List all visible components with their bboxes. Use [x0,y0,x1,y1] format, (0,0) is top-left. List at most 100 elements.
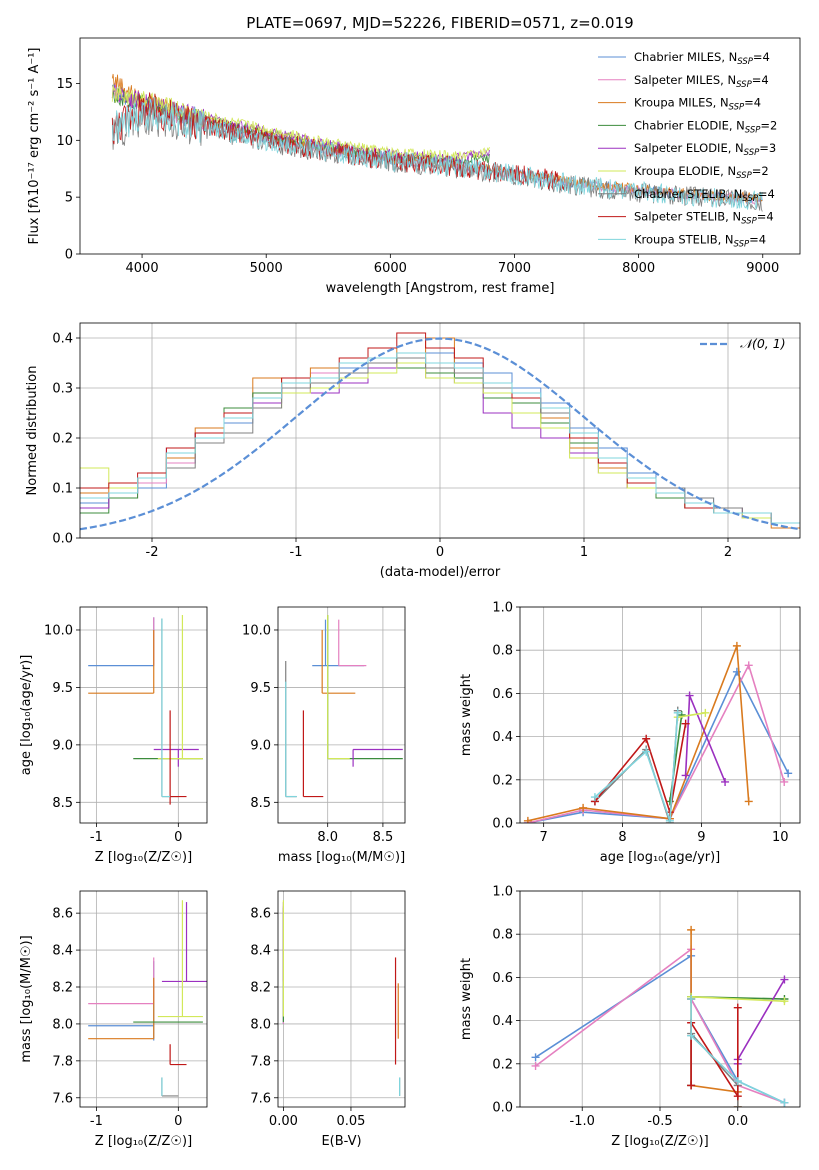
age_vs_mass-frame [277,606,406,824]
weight_vs_Z-xtick-label: -0.5 [647,1114,672,1129]
weight-point-kroupa_stelib [687,995,696,1003]
residuals-xlabel: (data-model)/error [380,565,501,580]
spectrum-ytick-label: 15 [56,77,73,92]
normal-curve [80,337,800,531]
mass_vs_Z-ytick-label: 7.8 [52,1054,73,1069]
histogram-kroupa_stelib [80,352,800,524]
weight-point-salpeter_miles [780,777,789,786]
spectrum-ytick-label: 10 [56,134,73,149]
legend-label-kroupa_elodie: Kroupa ELODIE, NSSP=2 [634,164,769,181]
spectrum-lines [111,73,763,212]
mass_vs_ebv-xtick-label: 0.05 [336,1114,365,1129]
residuals-ytick-label: 0.3 [52,382,73,397]
age_vs_mass-ytick-label: 9.0 [250,738,271,753]
spectrum-series-kroupa_stelib [111,97,763,210]
mass_vs_Z-ylabel: mass [log₁₀(M/M☉)] [19,935,34,1062]
age_vs_Z-ytick-label: 9.5 [52,681,73,696]
weight-point-kroupa_stelib [733,1077,742,1086]
weight_vs_age-xtick-label: 10 [772,830,789,845]
spectrum-series-salpeter_stelib [111,92,565,191]
errorbar-salpeter_elodie [352,748,403,767]
weight_vs_age-xtick-label: 7 [540,830,548,845]
spectrum-xtick-label: 7000 [498,261,531,276]
weight-point-chabrier_stelib [733,1103,742,1107]
legend-label-chabrier_stelib: Chabrier STELIB, NSSP=4 [634,187,775,204]
mass_vs_ebv-errorbars [282,900,401,1096]
age_vs_mass-axes: 8.0 8.5 8.5 9.0 9.5 10.0 mass [log₁₀(M/M☉)] [242,607,405,865]
weight_vs_age-xlabel: age [log₁₀(age/yr)] [600,850,721,865]
spectrum-ytick-label: 0 [65,248,73,263]
mass_vs_ebv-frame [277,890,406,1108]
weight-line-salpeter_stelib [594,723,687,813]
spectrum-series-kroupa_elodie [111,84,490,161]
weight_vs_age-ytick-label: 0.4 [492,730,513,745]
mass_vs_Z-axes: -1 0 7.6 7.8 8.0 8.2 8.4 8.6 Z [log₁₀(Z/Z☉)] mass… [19,891,207,1149]
weight-point-chabrier_miles [531,1053,540,1062]
errorbar-chabrier_miles [88,617,155,667]
mass_vs_Z-xtick-label: -1 [90,1114,103,1129]
weight_vs_Z-xlabel: Z [log₁₀(Z/Z☉)] [611,1134,708,1149]
residual-histograms [80,332,800,531]
weight-line-salpeter_elodie [737,979,786,1064]
mass_vs_ebv-ytick-label: 8.4 [250,944,271,959]
age_vs_Z-errorbars [88,615,203,805]
age_vs_Z-xlabel: Z [log₁₀(Z/Z☉)] [95,850,192,865]
weight-point-kroupa_stelib [665,816,674,823]
mass_vs_Z-ytick-label: 8.0 [52,1017,73,1032]
weight-point-salpeter_elodie [780,975,789,984]
weight_vs_Z-ylabel: mass weight [459,958,474,1040]
age_vs_mass-ytick-label: 9.5 [250,681,271,696]
spectrum-xtick-label: 9000 [746,261,779,276]
mass_vs_Z-ytick-label: 7.6 [52,1091,73,1106]
weight_vs_age-xtick-label: 8 [618,830,626,845]
residuals-xtick-label: 1 [580,545,588,560]
age_vs_Z-frame [79,606,208,824]
weight-line-kroupa_stelib [594,712,679,822]
age_vs_mass-ytick-label: 8.5 [250,796,271,811]
spectrum-frame [79,37,801,255]
residuals-ylabel: Normed distribution [25,366,40,496]
age_vs_mass-xlabel: mass [log₁₀(M/M☉)] [278,850,405,865]
weight-point-kroupa_miles [523,816,532,823]
residuals-axes: -2 -1 0 1 2 0.0 0.1 0.2 0.3 0.4 (data-model)/error… [25,323,800,580]
mass_vs_ebv-axes: 0.00 0.05 7.6 7.8 8.0 8.2 8.4 8.6 E(B-V) [250,891,405,1149]
weight-line-kroupa_miles [527,645,750,822]
errorbar-chabrier_miles [88,961,155,1041]
weight-line-kroupa_stelib [690,999,785,1104]
errorbar-kroupa_miles [88,977,155,1040]
mass_vs_ebv-xlabel: E(B-V) [321,1134,361,1149]
weight-point-kroupa_elodie [780,997,789,1006]
legend-label-salpeter_stelib: Salpeter STELIB, NSSP=4 [634,210,774,227]
mass_vs_Z-errorbars [88,900,207,1097]
weight-point-salpeter_stelib [687,1081,696,1090]
residuals-ytick-label: 0.0 [52,532,73,547]
spectrum-ylabel: Flux [fλ10⁻¹⁷ erg cm⁻² s⁻¹ A⁻¹] [27,48,42,245]
weight-point-kroupa_stelib [673,708,682,717]
spectrum-xtick-label: 4000 [126,261,159,276]
weight-point-kroupa_miles [687,925,696,934]
weight-point-kroupa_miles [579,803,588,812]
residuals-ytick-label: 0.1 [52,482,73,497]
errorbar-salpeter_miles [338,619,367,667]
residuals-xtick-label: 0 [436,545,444,560]
age_vs_Z-ytick-label: 9.0 [52,738,73,753]
age_vs_Z-ytick-label: 8.5 [52,796,73,811]
weight_vs_Z-xtick-label: 0.0 [727,1114,748,1129]
mass_vs_Z-ytick-label: 8.6 [52,907,73,922]
weight-point-salpeter_stelib [733,1003,742,1012]
weight_vs_age-ytick-label: 0.6 [492,687,513,702]
weight_vs_Z-ytick-label: 0.2 [492,1057,513,1072]
errorbar-kroupa_stelib [285,681,297,798]
weight_vs_age-ylabel: mass weight [459,674,474,756]
spectrum-xtick-label: 6000 [374,261,407,276]
weight-point-kroupa_stelib [590,793,599,802]
errorbar-salpeter_stelib [302,710,324,798]
spectrum-series-kroupa_miles [111,73,763,204]
spectrum-xtick-label: 5000 [250,261,283,276]
weight_vs_Z-axes: -1.0 -0.5 0.0 0.0 0.2 0.4 0.6 0.8 1.0 Z [log₁₀(Z/… [459,885,800,1149]
age_vs_Z-axes: -1 0 8.5 9.0 9.5 10.0 Z [log₁₀(Z/Z☉)] age [log₁… [19,607,207,865]
spectrum-xlabel: wavelength [Angstrom, rest frame] [326,281,555,296]
weight_vs_Z-frame [519,890,801,1108]
errorbar-salpeter_miles [88,957,155,1005]
